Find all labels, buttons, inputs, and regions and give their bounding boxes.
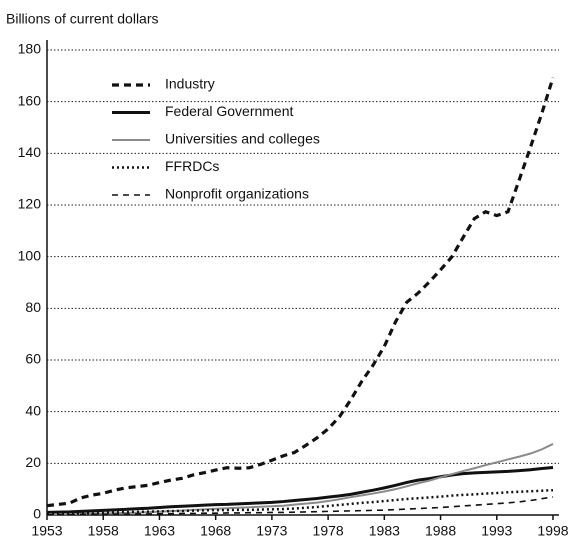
x-tick-label: 1993 [481,523,512,539]
legend-label: Universities and colleges [165,131,320,147]
x-tick-label: 1988 [425,523,456,539]
y-tick-label: 140 [18,144,42,160]
y-tick-label: 0 [33,506,41,522]
legend-label: Industry [165,76,215,92]
series-line [47,443,554,516]
x-tick-label: 1983 [369,523,400,539]
x-tick-label: 1998 [537,523,568,539]
series-line [46,465,554,514]
y-axis-label: Billions of current dollars [6,11,159,27]
x-tick-label: 1958 [88,523,119,539]
y-tick-label: 180 [18,41,42,57]
y-tick-label: 160 [18,92,42,108]
y-tick-label: 80 [25,299,41,315]
legend-label: Federal Government [165,103,294,119]
legend-label: FFRDCs [165,158,219,174]
y-tick-label: 100 [18,247,42,263]
y-tick-label: 40 [25,402,41,418]
x-tick-label: 1968 [200,523,231,539]
x-tick-label: 1973 [256,523,287,539]
series-line [46,77,555,508]
x-tick-label: 1978 [313,523,344,539]
x-tick-label: 1963 [144,523,175,539]
y-tick-label: 120 [18,196,42,212]
x-tick-label: 1953 [31,523,62,539]
y-tick-label: 60 [25,351,41,367]
y-tick-label: 20 [25,454,41,470]
legend-label: Nonprofit organizations [165,186,309,202]
series-line [47,496,554,516]
